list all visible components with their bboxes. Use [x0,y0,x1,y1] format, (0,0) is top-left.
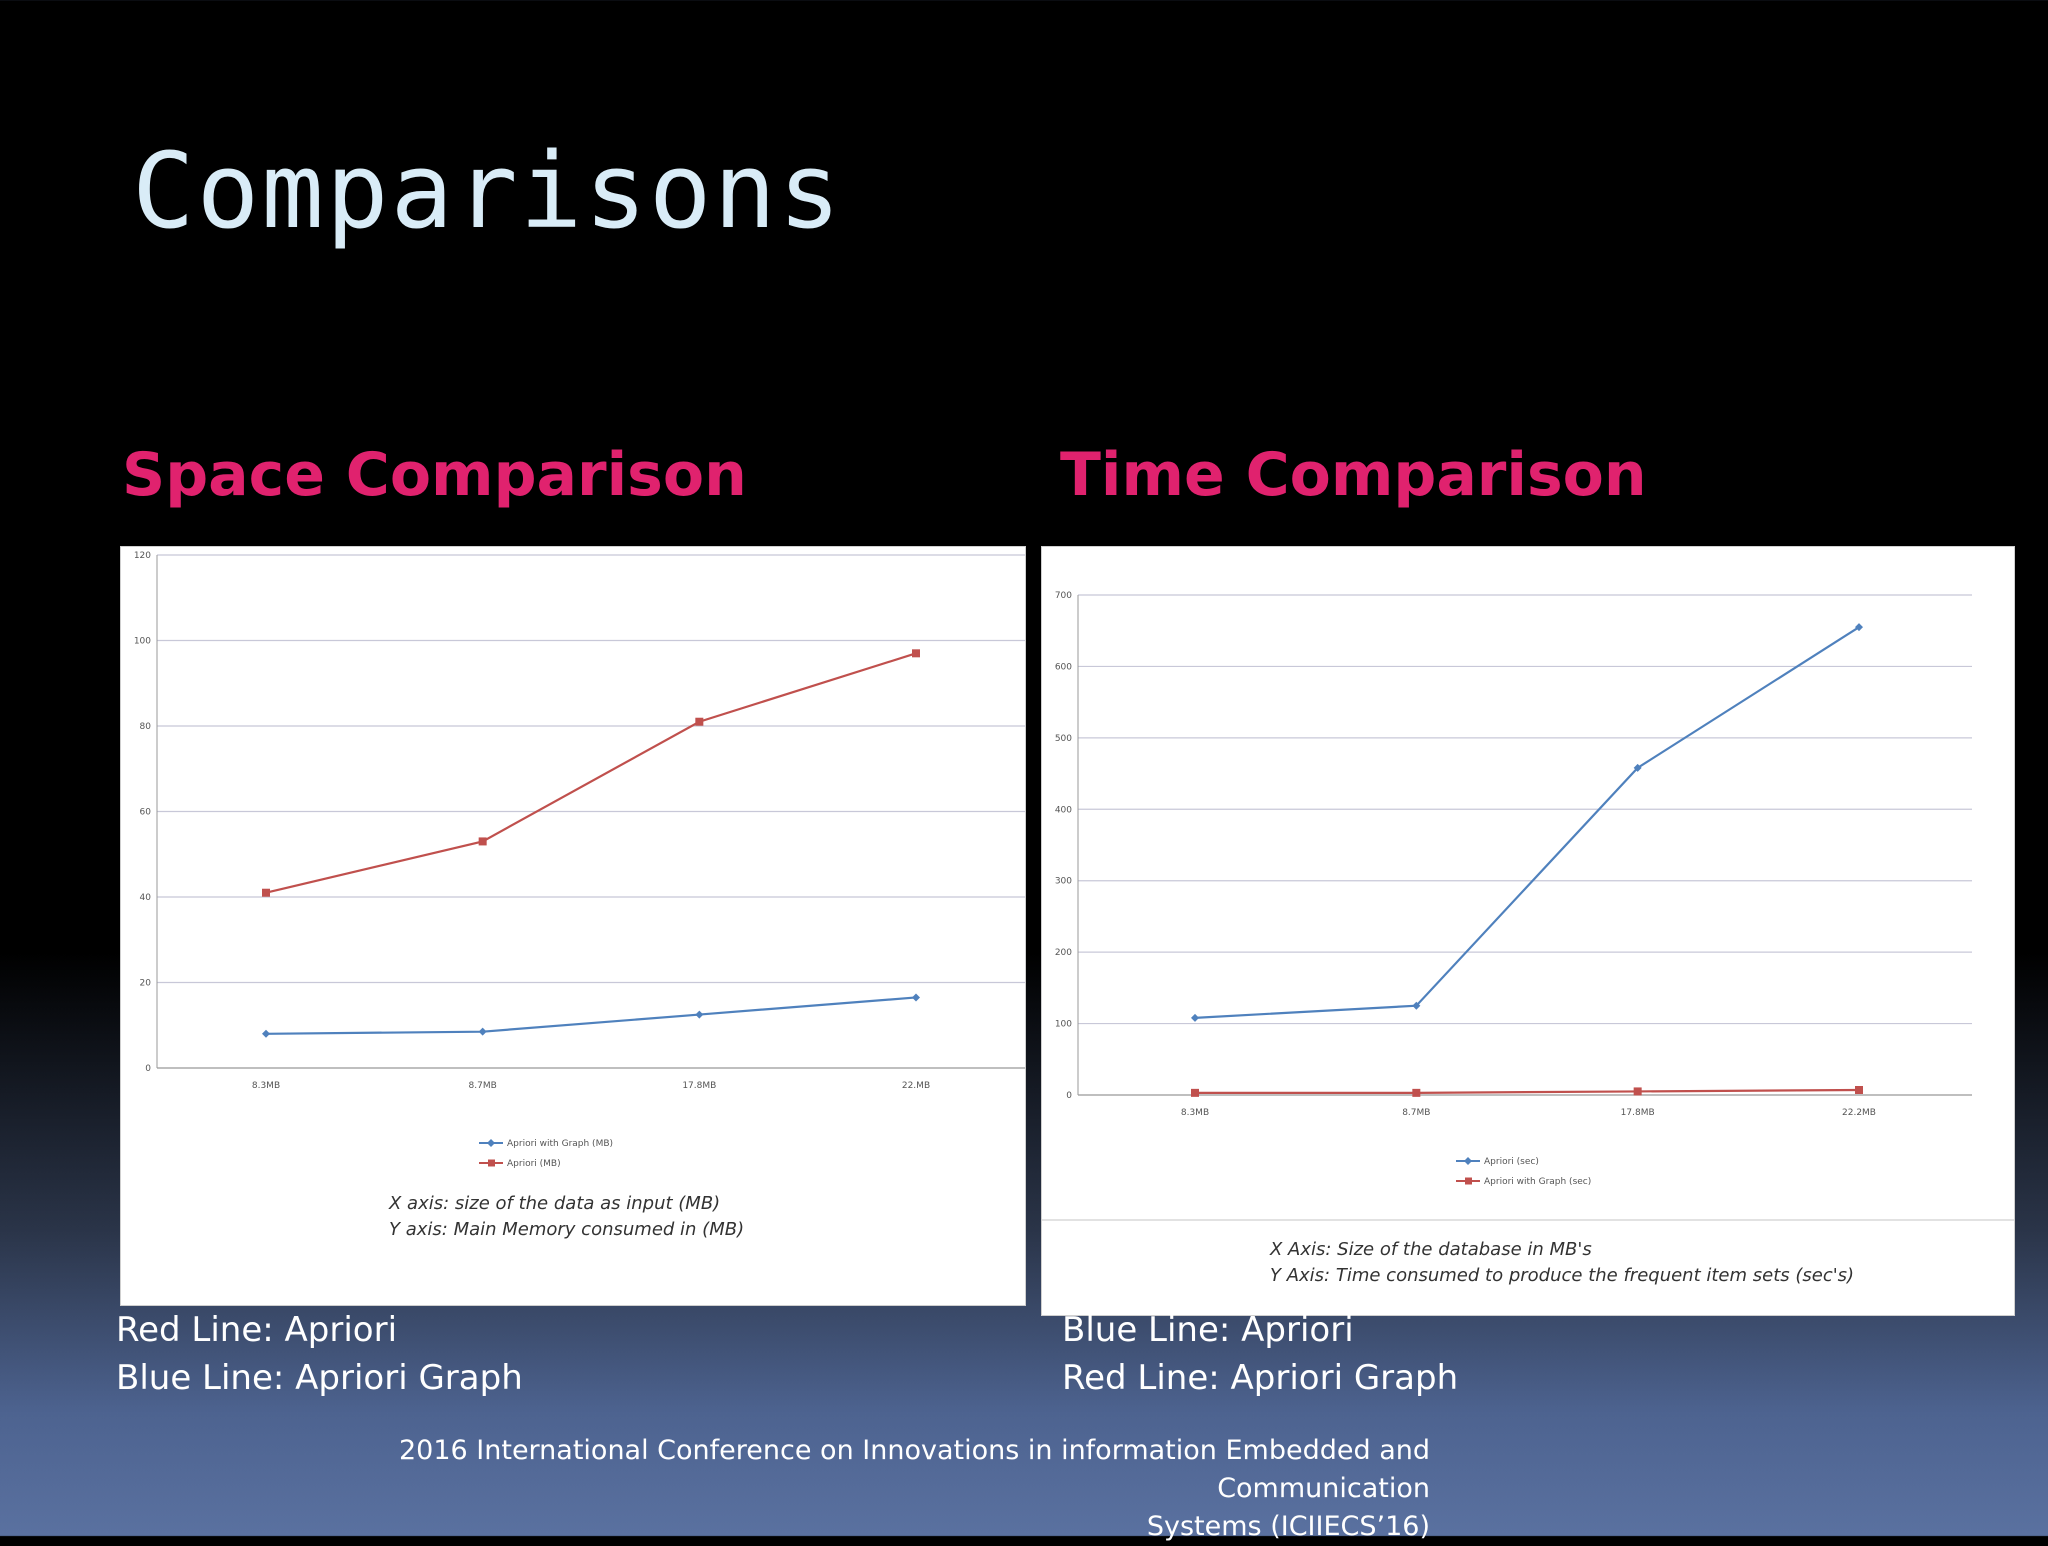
time-chart: 0 100 200 300 400 500 600 700 8.3MB 8.7MB 17.8MB 22… [1055,591,1972,1187]
space-legend-marker-blue [487,1139,495,1147]
space-point-red [262,888,270,897]
time-caption-red: Red Line: Apriori Graph [1062,1358,1459,1398]
space-y-tick-label: 100 [134,637,151,647]
time-x-tick-label: 8.7MB [1402,1108,1430,1118]
space-series-line-red [265,652,917,894]
time-comparison-heading: Time Comparison [1060,440,1647,510]
time-x-axis-note: X Axis: Size of the database in MB's [1270,1239,1592,1260]
time-point-red [1633,1087,1642,1096]
time-point-blue [1855,623,1863,632]
time-series-line-blue [1194,626,1860,1019]
space-y-tick-label: 120 [134,551,151,561]
time-point-blue [1191,1013,1199,1022]
space-legend-label: Apriori with Graph (MB) [507,1139,613,1149]
space-x-axis-note: X axis: size of the data as input (MB) [389,1193,721,1214]
space-chart-panel: 0 20 40 60 80 100 120 8.3MB 8.7MB 17.8MB 22.MB Apri… [120,546,1026,1306]
space-point-blue [478,1027,487,1036]
space-x-tick-label: 8.7MB [469,1081,497,1091]
space-caption-blue: Blue Line: Apriori Graph [116,1358,523,1398]
space-point-blue [262,1029,270,1038]
space-legend-label: Apriori (MB) [507,1159,561,1169]
space-point-blue [695,1010,704,1019]
time-y-tick-label: 200 [1055,948,1072,958]
time-y-tick-label: 500 [1055,734,1072,744]
time-x-tick-label: 17.8MB [1621,1108,1655,1118]
space-y-tick-label: 40 [140,893,152,903]
space-y-axis-note: Y axis: Main Memory consumed in (MB) [389,1219,745,1240]
time-point-blue [1633,763,1642,772]
time-point-red [1855,1086,1863,1094]
time-legend-label: Apriori with Graph (sec) [1484,1177,1591,1187]
time-legend-marker-red [1465,1177,1472,1185]
space-x-tick-label: 22.MB [902,1081,930,1091]
time-point-blue [1412,1001,1421,1010]
space-chart: 0 20 40 60 80 100 120 8.3MB 8.7MB 17.8MB 22.MB Apri… [134,551,1025,1169]
time-point-red [1191,1088,1199,1097]
space-y-tick-label: 80 [140,722,152,732]
time-chart-panel: 0 100 200 300 400 500 600 700 8.3MB 8.7MB 17.8MB 22… [1041,546,2015,1316]
space-y-tick-label: 60 [140,808,152,818]
time-y-tick-label: 600 [1055,662,1072,672]
time-x-tick-label: 8.3MB [1181,1108,1209,1118]
time-legend-marker-blue [1464,1157,1472,1165]
time-series-line-red [1195,1088,1860,1094]
time-point-red [1412,1088,1421,1097]
space-point-red [695,717,704,726]
space-x-tick-label: 8.3MB [252,1081,280,1091]
space-series-line-blue [265,996,917,1035]
space-y-tick-label: 20 [140,979,152,989]
space-point-red [478,837,487,846]
space-legend-marker-red [488,1159,495,1167]
slide-title: Comparisons [132,130,843,252]
time-y-tick-label: 0 [1066,1091,1072,1101]
time-x-tick-label: 22.2MB [1842,1108,1876,1118]
time-y-tick-label: 400 [1055,805,1072,815]
footer-line-1: 2016 International Conference on Innovat… [398,1435,1430,1504]
space-y-tick-label: 0 [145,1064,151,1074]
space-comparison-heading: Space Comparison [122,440,747,510]
time-legend-label: Apriori (sec) [1484,1157,1539,1167]
space-point-blue [912,993,920,1002]
time-y-tick-label: 300 [1055,877,1072,887]
time-caption-blue: Blue Line: Apriori [1062,1310,1354,1350]
space-caption-red: Red Line: Apriori [116,1310,398,1350]
time-y-tick-label: 700 [1055,591,1072,601]
footer-line-2: Systems (ICIIECS’16) [1146,1511,1430,1542]
time-panel-divider [1042,1219,2014,1221]
space-x-tick-label: 17.8MB [682,1081,716,1091]
time-y-axis-note: Y Axis: Time consumed to produce the fre… [1270,1265,1855,1286]
space-point-red [912,649,920,658]
time-y-tick-label: 100 [1055,1020,1072,1030]
